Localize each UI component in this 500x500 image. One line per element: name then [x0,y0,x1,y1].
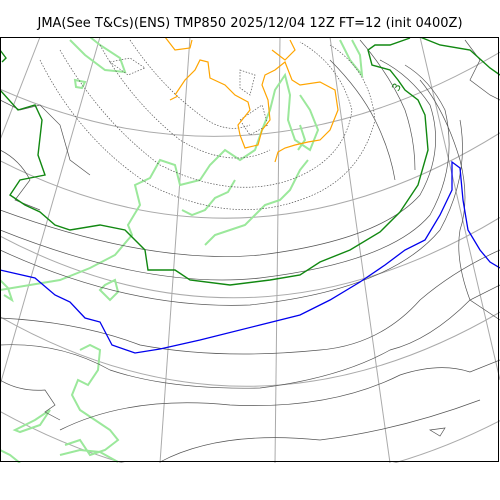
isotherm-minus-24C [164,37,339,163]
map-title: JMA(See T&Cs)(ENS) TMP850 2025/12/04 12Z… [37,16,463,31]
coastline [0,37,364,463]
isotherm-minus-12C [0,37,500,286]
contour-label-3: 3 [389,81,404,94]
weather-map: 3 [0,37,500,463]
graticule-longitude [0,37,500,463]
isotherm-dotted [39,39,376,210]
graticule-latitude [0,51,500,463]
isotherm-0C [0,160,500,354]
isotherm-thin [0,39,500,463]
